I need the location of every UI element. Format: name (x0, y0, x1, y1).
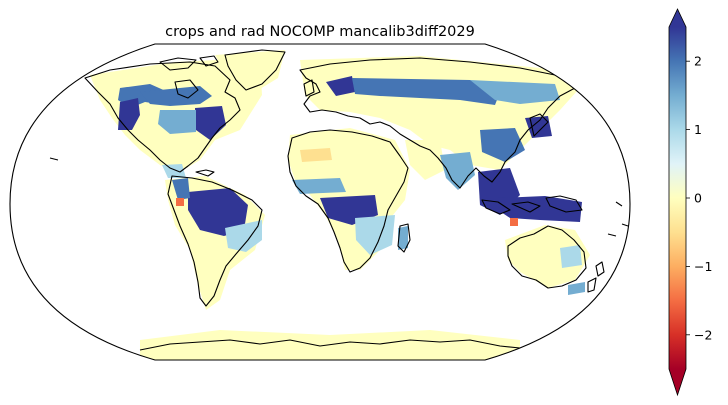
indonesia-cells (498, 196, 582, 222)
map-title: crops and rad NOCOMP mancalib3diff2029 (165, 24, 475, 40)
brazil-cells (225, 220, 262, 252)
australia-coast (507, 225, 587, 289)
new-zealand-cells (568, 282, 585, 295)
sahel-cells (292, 178, 346, 194)
japan-cells (525, 116, 552, 138)
colorbar-tick-label: −1 (694, 259, 712, 274)
eastern-us-cells (195, 106, 226, 140)
japan-coast (529, 113, 549, 137)
antarctica-field (140, 330, 520, 360)
australia-east-cells (560, 245, 582, 268)
colorbar-tick-label: 1 (694, 122, 702, 137)
colorbar-lower-extension (669, 369, 686, 395)
arabia-field (405, 140, 445, 180)
colorbar-outline (668, 8, 687, 397)
colorbar-tick-label: 2 (694, 54, 702, 69)
india-cells (440, 152, 475, 190)
world-map (9, 43, 631, 361)
amazon-cells (188, 188, 248, 236)
antarctica-coast (139, 339, 521, 351)
indonesia-coast (481, 195, 583, 215)
central-america-cells (162, 164, 186, 178)
midwest-cells (158, 110, 196, 134)
north-america-coast (84, 61, 241, 173)
colorbar-tick-label: −2 (694, 327, 712, 342)
hudson-bay-coast (174, 79, 199, 99)
andes-cells (172, 178, 190, 200)
arctic-islands-coast (159, 55, 219, 71)
madagascar-cells (398, 226, 408, 250)
colorbar-gradient (669, 27, 686, 369)
madagascar-coast (397, 223, 411, 253)
sahara-slight-negative (300, 148, 332, 162)
pacific-islands-coast (49, 157, 629, 237)
new-zealand-coast (587, 261, 605, 293)
canada-west-cells (118, 98, 140, 130)
africa-coast (287, 129, 409, 273)
ecuador-negative-cell (176, 198, 184, 206)
britain-coast (303, 79, 315, 97)
siberia-cells (470, 80, 560, 104)
colorbar: 2 1 0 −1 −2 (668, 8, 712, 397)
canada-cells (140, 86, 212, 106)
russia-cells (352, 78, 500, 105)
south-america-coast (167, 175, 263, 307)
europe-cells (326, 76, 355, 96)
colorbar-ticks: 2 1 0 −1 −2 (686, 54, 712, 342)
australia-field (505, 225, 590, 288)
globe-outline (9, 43, 631, 361)
greenland-field (215, 50, 285, 95)
colorbar-tick-label: 0 (694, 191, 702, 206)
east-africa-cells (355, 215, 395, 255)
australia-negative-cell (510, 218, 518, 226)
caribbean-coast (195, 169, 215, 177)
field-cells (90, 50, 590, 360)
coastlines (49, 49, 629, 351)
colorbar-upper-extension (669, 9, 686, 27)
greenland-coast (224, 49, 286, 91)
